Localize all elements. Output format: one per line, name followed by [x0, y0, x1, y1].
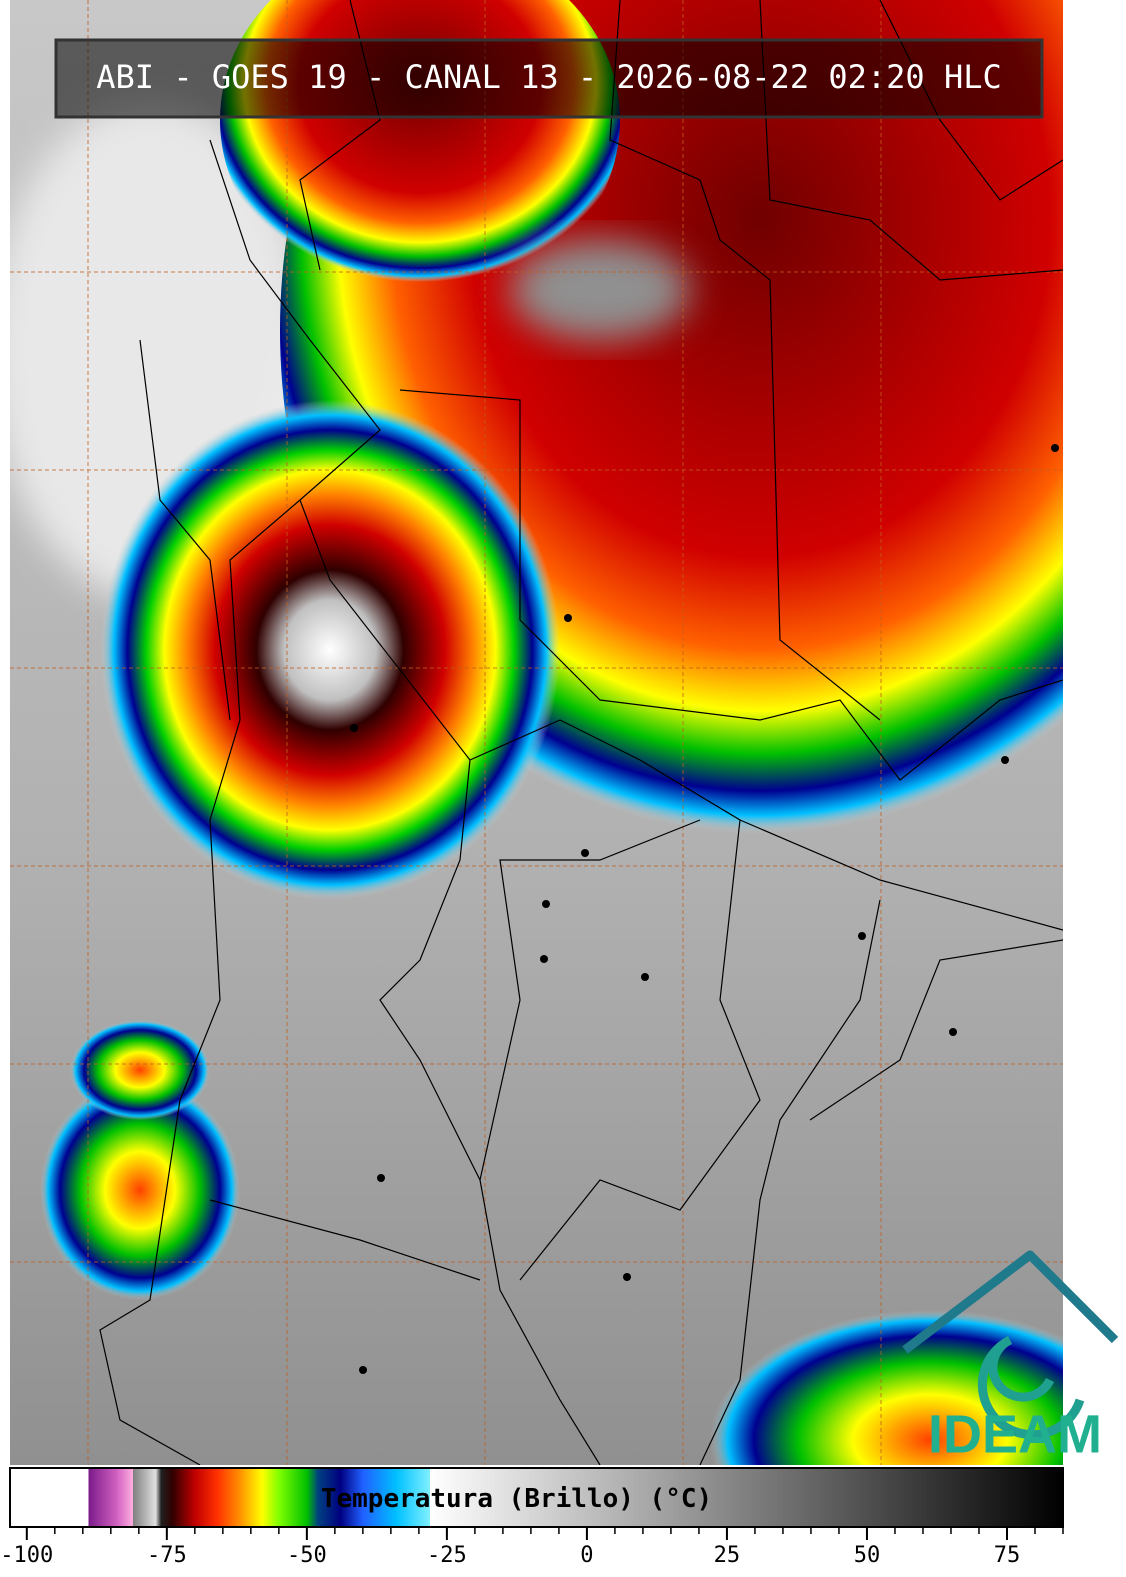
tick-label: -25: [427, 1543, 467, 1568]
tick-label: 50: [854, 1543, 881, 1568]
tick-label: -50: [287, 1543, 327, 1568]
title: ABI - GOES 19 - CANAL 13 - 2026-08-22 02…: [96, 58, 1001, 96]
tick-label: 0: [580, 1543, 593, 1568]
tick-label: -75: [147, 1543, 187, 1568]
logo: [902, 1250, 1119, 1440]
tick-label: 25: [714, 1543, 741, 1568]
cities: [350, 444, 1059, 1374]
borders: [99, 0, 1063, 1465]
colorbar-fill: [9, 1467, 1064, 1528]
colorbar: Temperatura (Brillo) (°C) -100 -75 -50 -25 0 2…: [0, 1467, 1064, 1568]
colorbar-label: Temperatura (Brillo) (°C): [321, 1484, 712, 1514]
title-box: [54, 38, 1044, 119]
tick-label: 75: [994, 1543, 1021, 1568]
logo-text: IDEAM: [928, 1404, 1102, 1464]
tick-label: -100: [0, 1543, 53, 1568]
